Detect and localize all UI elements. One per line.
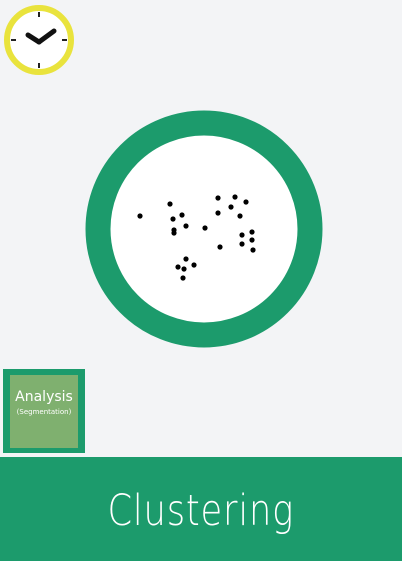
clock-minute-hand <box>36 28 57 45</box>
scatter-point <box>170 216 176 222</box>
page-title: Clustering <box>107 486 295 536</box>
scatter-point <box>183 223 189 229</box>
scatter-point <box>237 213 243 219</box>
scatter-point <box>137 213 143 219</box>
category-tag: Analysis (Segmentation) <box>3 369 85 453</box>
scatter-point <box>167 201 173 207</box>
scatter-points <box>137 194 256 281</box>
scatter-point <box>183 256 189 262</box>
scatter-point <box>215 210 221 216</box>
clock-icon <box>4 5 74 75</box>
scatter-point <box>180 275 186 281</box>
scatter-point <box>249 237 255 243</box>
scatter-point <box>181 266 187 272</box>
scatter-point <box>179 212 185 218</box>
scatter-point <box>243 199 249 205</box>
scatter-point <box>228 204 234 210</box>
scatter-point <box>217 244 223 250</box>
scatter-point <box>171 230 177 236</box>
category-subname: (Segmentation) <box>16 408 72 416</box>
scatter-point <box>232 194 238 200</box>
scatter-point <box>202 225 208 231</box>
scatter-point <box>239 241 245 247</box>
category-name: Analysis <box>15 389 73 405</box>
category-tag-inner: Analysis (Segmentation) <box>10 375 78 448</box>
scatter-point <box>175 264 181 270</box>
cluster-dish-icon <box>85 110 323 348</box>
scatter-point <box>215 195 221 201</box>
scatter-point <box>250 247 256 253</box>
scatter-point <box>249 229 255 235</box>
scatter-point <box>191 262 197 268</box>
title-bar: Clustering <box>0 457 402 561</box>
scatter-point <box>239 232 245 238</box>
